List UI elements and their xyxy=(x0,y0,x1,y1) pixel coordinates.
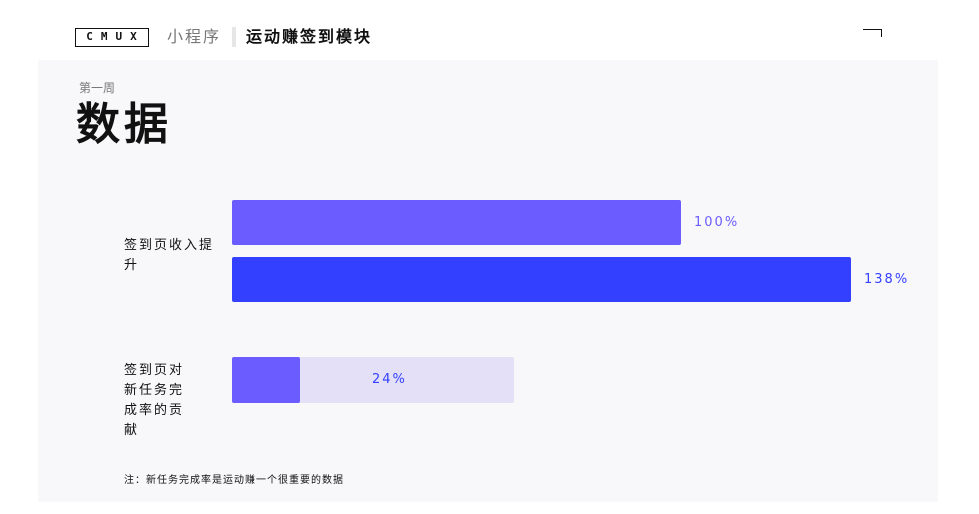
revenue-bar-label-2: 138% xyxy=(864,271,910,287)
cmux-logo: CMUX xyxy=(75,28,149,47)
header-subtitle: 运动赚签到模块 xyxy=(246,27,373,46)
category-label-completion: 签到页对新任务完成率的贡献 xyxy=(124,363,185,438)
section-title: 数据 xyxy=(76,99,172,150)
corner-bracket-icon xyxy=(863,29,882,37)
category-label-revenue: 签到页收入提升 xyxy=(124,238,215,273)
revenue-bar-label-1: 100% xyxy=(694,214,740,230)
revenue-bar-1 xyxy=(232,200,681,245)
completion-bar-label: 24% xyxy=(372,372,407,387)
revenue-bar-2 xyxy=(232,257,851,302)
header-title: 小程序 xyxy=(167,27,222,46)
week-label: 第一周 xyxy=(79,81,116,95)
footnote: 注：新任务完成率是运动赚一个很重要的数据 xyxy=(124,475,344,486)
completion-fill-bar xyxy=(232,357,300,403)
header-divider xyxy=(232,27,236,47)
